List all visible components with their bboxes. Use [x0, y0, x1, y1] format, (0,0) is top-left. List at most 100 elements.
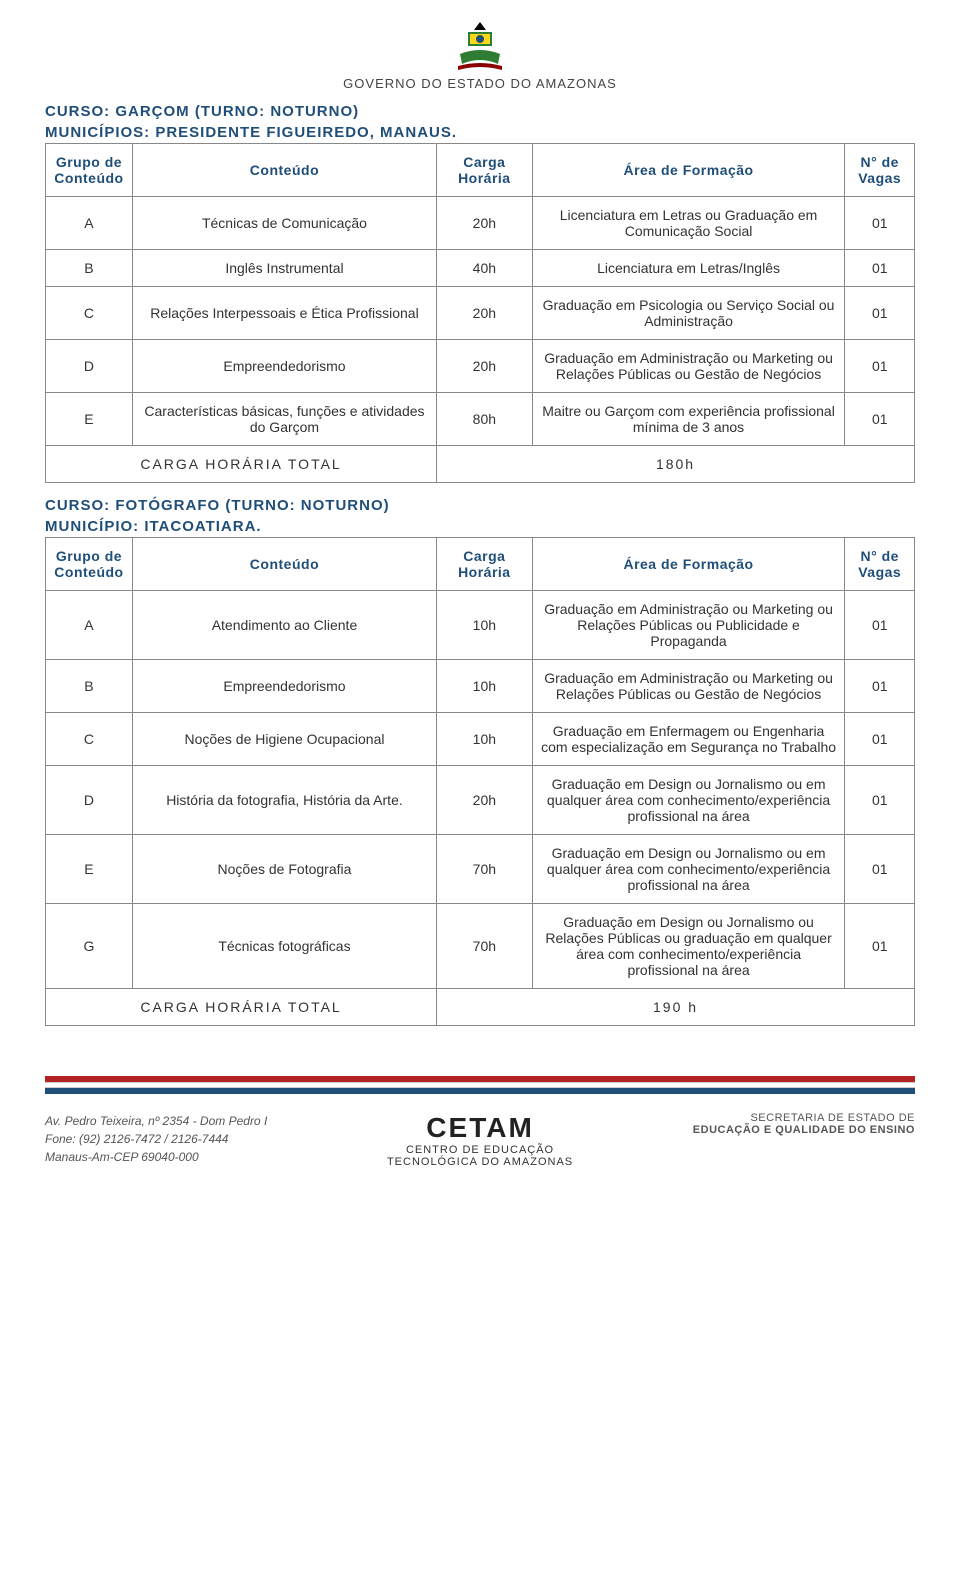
table-row: AAtendimento ao Cliente10hGraduação em A…	[46, 591, 915, 660]
cell-grupo: A	[46, 591, 133, 660]
course1-tbody: ATécnicas de Comunicação20hLicenciatura …	[46, 197, 915, 483]
cell-grupo: C	[46, 287, 133, 340]
cell-carga: 20h	[437, 287, 533, 340]
cell-area: Graduação em Design ou Jornalismo ou em …	[532, 835, 845, 904]
cell-carga: 70h	[437, 835, 533, 904]
table-row: DHistória da fotografia, História da Art…	[46, 766, 915, 835]
course1-table: Grupo de Conteúdo Conteúdo Carga Horária…	[45, 143, 915, 483]
col-carga: Carga Horária	[437, 144, 533, 197]
footer-right-2: EDUCAÇÃO E QUALIDADE DO ENSINO	[693, 1124, 915, 1136]
course2-table: Grupo de Conteúdo Conteúdo Carga Horária…	[45, 537, 915, 1026]
cell-vagas: 01	[845, 660, 915, 713]
cell-area: Graduação em Design ou Jornalismo ou Rel…	[532, 904, 845, 989]
cell-area: Graduação em Administração ou Marketing …	[532, 591, 845, 660]
cell-vagas: 01	[845, 287, 915, 340]
col-area: Área de Formação	[532, 144, 845, 197]
cetam-sub2: TECNOLÓGICA DO AMAZONAS	[387, 1156, 573, 1168]
footer-left: Av. Pedro Teixeira, nº 2354 - Dom Pedro …	[45, 1112, 267, 1166]
cell-conteudo: Atendimento ao Cliente	[132, 591, 436, 660]
total-row: CARGA HORÁRIA TOTAL 190 h	[46, 989, 915, 1026]
total-value: 180h	[437, 446, 915, 483]
cell-conteudo: Características básicas, funções e ativi…	[132, 393, 436, 446]
total-value: 190 h	[437, 989, 915, 1026]
table-row: ATécnicas de Comunicação20hLicenciatura …	[46, 197, 915, 250]
table-row: BEmpreendedorismo10hGraduação em Adminis…	[46, 660, 915, 713]
footer-address-2: Fone: (92) 2126-7472 / 2126-7444	[45, 1130, 267, 1148]
table-row: CRelações Interpessoais e Ética Profissi…	[46, 287, 915, 340]
cell-vagas: 01	[845, 340, 915, 393]
footer-right-1: SECRETARIA DE ESTADO DE	[693, 1112, 915, 1124]
total-row: CARGA HORÁRIA TOTAL 180h	[46, 446, 915, 483]
total-label: CARGA HORÁRIA TOTAL	[46, 989, 437, 1026]
cell-conteudo: Técnicas de Comunicação	[132, 197, 436, 250]
table-row: GTécnicas fotográficas70hGraduação em De…	[46, 904, 915, 989]
cell-carga: 80h	[437, 393, 533, 446]
cell-vagas: 01	[845, 393, 915, 446]
cell-conteudo: Relações Interpessoais e Ética Profissio…	[132, 287, 436, 340]
cell-grupo: D	[46, 766, 133, 835]
stripe-blue	[45, 1088, 915, 1094]
course2-title-line1: CURSO: FOTÓGRAFO (TURNO: NOTURNO)	[45, 497, 915, 514]
cell-grupo: G	[46, 904, 133, 989]
footer-center: CETAM CENTRO DE EDUCAÇÃO TECNOLÓGICA DO …	[387, 1112, 573, 1168]
cell-area: Graduação em Enfermagem ou Engenharia co…	[532, 713, 845, 766]
cell-area: Graduação em Administração ou Marketing …	[532, 660, 845, 713]
course2-title-line2: MUNICÍPIO: ITACOATIARA.	[45, 518, 915, 535]
cell-grupo: A	[46, 197, 133, 250]
cell-conteudo: História da fotografia, História da Arte…	[132, 766, 436, 835]
cell-vagas: 01	[845, 250, 915, 287]
cell-area: Graduação em Administração ou Marketing …	[532, 340, 845, 393]
cell-conteudo: Empreendedorismo	[132, 340, 436, 393]
cell-vagas: 01	[845, 766, 915, 835]
table-row: ENoções de Fotografia70hGraduação em Des…	[46, 835, 915, 904]
cell-carga: 40h	[437, 250, 533, 287]
cell-area: Maitre ou Garçom com experiência profiss…	[532, 393, 845, 446]
footer-address-3: Manaus-Am-CEP 69040-000	[45, 1148, 267, 1166]
cell-carga: 10h	[437, 591, 533, 660]
table-row: BInglês Instrumental40hLicenciatura em L…	[46, 250, 915, 287]
col-grupo: Grupo de Conteúdo	[46, 538, 133, 591]
col-grupo: Grupo de Conteúdo	[46, 144, 133, 197]
course1-title-line1: CURSO: GARÇOM (TURNO: NOTURNO)	[45, 103, 915, 120]
cell-conteudo: Inglês Instrumental	[132, 250, 436, 287]
cell-vagas: 01	[845, 835, 915, 904]
cell-vagas: 01	[845, 904, 915, 989]
cell-vagas: 01	[845, 591, 915, 660]
cell-area: Graduação em Psicologia ou Serviço Socia…	[532, 287, 845, 340]
cell-carga: 10h	[437, 660, 533, 713]
col-conteudo: Conteúdo	[132, 538, 436, 591]
col-carga: Carga Horária	[437, 538, 533, 591]
cell-carga: 10h	[437, 713, 533, 766]
cell-vagas: 01	[845, 713, 915, 766]
cell-grupo: B	[46, 660, 133, 713]
cell-carga: 20h	[437, 766, 533, 835]
page-header: GOVERNO DO ESTADO DO AMAZONAS	[45, 20, 915, 91]
table-row: CNoções de Higiene Ocupacional10hGraduaç…	[46, 713, 915, 766]
cell-vagas: 01	[845, 197, 915, 250]
table-row: ECaracterísticas básicas, funções e ativ…	[46, 393, 915, 446]
gov-text: GOVERNO DO ESTADO DO AMAZONAS	[45, 76, 915, 91]
table-header-row: Grupo de Conteúdo Conteúdo Carga Horária…	[46, 144, 915, 197]
cell-grupo: C	[46, 713, 133, 766]
cetam-sub1: CENTRO DE EDUCAÇÃO	[387, 1144, 573, 1156]
cell-carga: 20h	[437, 340, 533, 393]
total-label: CARGA HORÁRIA TOTAL	[46, 446, 437, 483]
crest-icon	[450, 20, 510, 72]
table-header-row: Grupo de Conteúdo Conteúdo Carga Horária…	[46, 538, 915, 591]
cell-grupo: E	[46, 393, 133, 446]
footer-address-1: Av. Pedro Teixeira, nº 2354 - Dom Pedro …	[45, 1112, 267, 1130]
footer-right: SECRETARIA DE ESTADO DE EDUCAÇÃO E QUALI…	[693, 1112, 915, 1136]
cell-carga: 70h	[437, 904, 533, 989]
footer-content: Av. Pedro Teixeira, nº 2354 - Dom Pedro …	[45, 1094, 915, 1168]
course1-title-line2: MUNICÍPIOS: PRESIDENTE FIGUEIREDO, MANAU…	[45, 124, 915, 141]
cell-grupo: B	[46, 250, 133, 287]
page-footer: Av. Pedro Teixeira, nº 2354 - Dom Pedro …	[45, 1076, 915, 1168]
cell-conteudo: Técnicas fotográficas	[132, 904, 436, 989]
cell-area: Licenciatura em Letras ou Graduação em C…	[532, 197, 845, 250]
col-vagas: N° de Vagas	[845, 144, 915, 197]
cell-area: Graduação em Design ou Jornalismo ou em …	[532, 766, 845, 835]
cell-carga: 20h	[437, 197, 533, 250]
cell-conteudo: Noções de Fotografia	[132, 835, 436, 904]
footer-stripes	[45, 1076, 915, 1094]
col-conteudo: Conteúdo	[132, 144, 436, 197]
